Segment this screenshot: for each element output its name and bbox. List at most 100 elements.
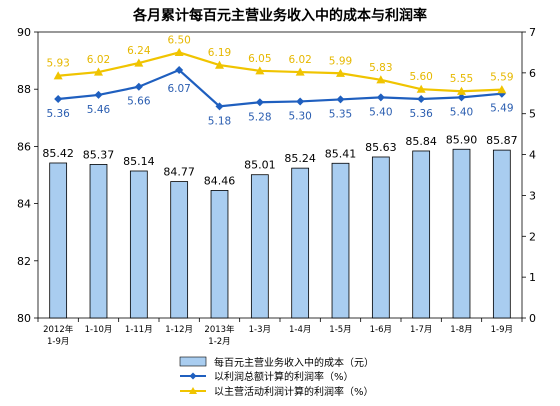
main-profit-rate-label: 5.93: [46, 58, 69, 70]
total-profit-rate-label: 5.66: [127, 96, 151, 108]
main-profit-rate-label: 6.02: [87, 54, 110, 66]
total-profit-rate-label: 5.30: [288, 110, 311, 122]
total-profit-rate-label: 5.36: [46, 108, 70, 120]
total-profit-rate-marker: [457, 93, 466, 102]
main-profit-rate-label: 6.02: [288, 54, 311, 66]
cost-bar-value-label: 85.24: [284, 152, 316, 165]
total-profit-rate-line: [58, 68, 502, 108]
cost-bar: [210, 190, 229, 319]
cost-bar-value-label: 85.37: [83, 148, 115, 161]
right-axis-tick-label: 4: [529, 149, 536, 162]
total-profit-rate-marker: [417, 95, 426, 104]
legend-swatch-cost: [179, 356, 207, 367]
total-profit-rate-marker: [336, 95, 345, 104]
cost-bar-value-label: 84.77: [163, 166, 195, 179]
main-profit-rate-label: 5.55: [450, 73, 473, 85]
x-axis-tick-label: 2013年: [204, 324, 235, 335]
x-axis-tick-label: 1-7月: [410, 325, 432, 335]
cost-bar: [49, 162, 68, 319]
cost-bar: [492, 149, 511, 319]
total-profit-rate-label: 5.35: [329, 108, 352, 120]
bar-labels-layer: 85.42 85.37 85.14 84.77 84.46 85.01 85.24 85.41…: [42, 133, 517, 187]
legend-label-main-profit: 以主营活动利润计算的利润率（%）: [214, 385, 374, 398]
total-profit-rate-marker: [376, 93, 385, 102]
left-axis-tick-label: 82: [17, 255, 31, 268]
total-profit-rate-marker: [94, 90, 103, 99]
right-axis-tick-label: 0: [529, 312, 536, 325]
main-profit-rate-label: 6.50: [167, 34, 190, 46]
right-axis-tick-label: 3: [529, 189, 536, 202]
main-profit-rate-marker: [255, 66, 265, 75]
total-profit-rate-label: 5.40: [450, 106, 473, 118]
total-profit-rate-label: 5.46: [87, 104, 111, 116]
x-axis-tick-label: 1-11月: [125, 325, 153, 335]
main-profit-rate-label: 5.60: [409, 71, 432, 83]
cost-bar-value-label: 85.87: [486, 134, 518, 147]
cost-bar-value-label: 85.14: [123, 155, 155, 168]
left-axis-tick-label: 86: [17, 140, 31, 153]
lines-layer: 5.36 5.46 5.66 6.07 5.18 5.28 5.30 5.35 5.40 5.36…: [46, 34, 513, 127]
x-axis-tick-label: 1-2月: [208, 337, 230, 347]
total-profit-rate-label: 5.18: [208, 115, 231, 127]
total-profit-rate-label: 6.07: [167, 83, 190, 95]
x-axis-tick-label: 1-6月: [370, 325, 392, 335]
x-axis-tick-label: 2012年: [43, 324, 74, 335]
left-axis-tick-label: 88: [17, 83, 31, 96]
left-axis-tick-label: 84: [17, 198, 31, 211]
main-profit-rate-label: 5.99: [329, 55, 352, 67]
right-axis-tick-label: 7: [529, 26, 536, 39]
main-profit-rate-marker: [336, 68, 345, 77]
right-axis-tick-label: 6: [529, 67, 536, 80]
cost-bar: [371, 156, 390, 319]
cost-bar-value-label: 85.90: [446, 133, 478, 146]
cost-bar-value-label: 84.46: [204, 174, 236, 187]
total-profit-rate-label: 5.28: [248, 111, 271, 123]
legend-marker-total-profit: [189, 372, 197, 380]
right-axis-tick-label: 2: [529, 230, 536, 243]
legend-label-cost: 每百元主营业务收入中的成本（元）: [214, 356, 374, 369]
cost-bar-value-label: 85.84: [405, 135, 437, 148]
main-profit-rate-line: [58, 51, 502, 93]
right-axis-tick-label: 1: [529, 271, 536, 284]
main-profit-rate-marker: [295, 67, 305, 76]
right-axis-tick-label: 5: [529, 108, 536, 121]
left-axis-tick-label: 90: [17, 26, 31, 39]
left-axis-tick-label: 80: [17, 312, 31, 325]
cost-bar: [291, 167, 310, 319]
main-profit-rate-marker: [134, 58, 144, 67]
total-profit-rate-marker: [255, 98, 264, 107]
total-profit-rate-label: 5.49: [490, 103, 513, 115]
cost-bar: [452, 148, 471, 319]
total-profit-rate-marker: [296, 97, 305, 106]
main-profit-rate-marker: [457, 86, 466, 95]
cost-bar-value-label: 85.41: [325, 147, 357, 160]
x-axis-tick-label: 1-4月: [289, 325, 311, 335]
legend-marker-main-profit: [189, 387, 197, 394]
legend: 每百元主营业务收入中的成本（元）以利润总额计算的利润率（%） 以主营活动利润计算的…: [179, 356, 374, 398]
cost-bar: [170, 181, 189, 319]
x-axis-tick-label: 1-9月: [491, 325, 513, 335]
x-axis-tick-label: 1-12月: [165, 325, 193, 335]
x-axis-tick-label: 1-8月: [450, 325, 472, 335]
cost-bar: [331, 162, 350, 319]
cost-bar-value-label: 85.63: [365, 141, 397, 154]
main-profit-rate-label: 6.24: [127, 45, 151, 57]
cost-bar: [129, 170, 148, 319]
x-axis-tick-label: 1-5月: [329, 325, 351, 335]
total-profit-rate-marker: [215, 102, 224, 111]
main-profit-rate-label: 6.05: [248, 53, 271, 65]
main-profit-rate-marker: [53, 71, 63, 80]
main-profit-rate-marker: [497, 85, 507, 94]
legend-label-total-profit: 以利润总额计算的利润率（%）: [214, 370, 354, 383]
total-profit-rate-label: 5.40: [369, 106, 392, 118]
cost-bar: [89, 164, 108, 319]
main-profit-rate-marker: [376, 75, 386, 84]
x-axis-tick-label: 1-10月: [85, 325, 113, 335]
main-profit-rate-label: 6.19: [208, 47, 231, 59]
x-axis-tick-label: 1-3月: [249, 325, 271, 335]
cost-bar: [250, 174, 269, 319]
cost-bar-value-label: 85.42: [42, 147, 74, 160]
bars-layer: [49, 148, 511, 319]
